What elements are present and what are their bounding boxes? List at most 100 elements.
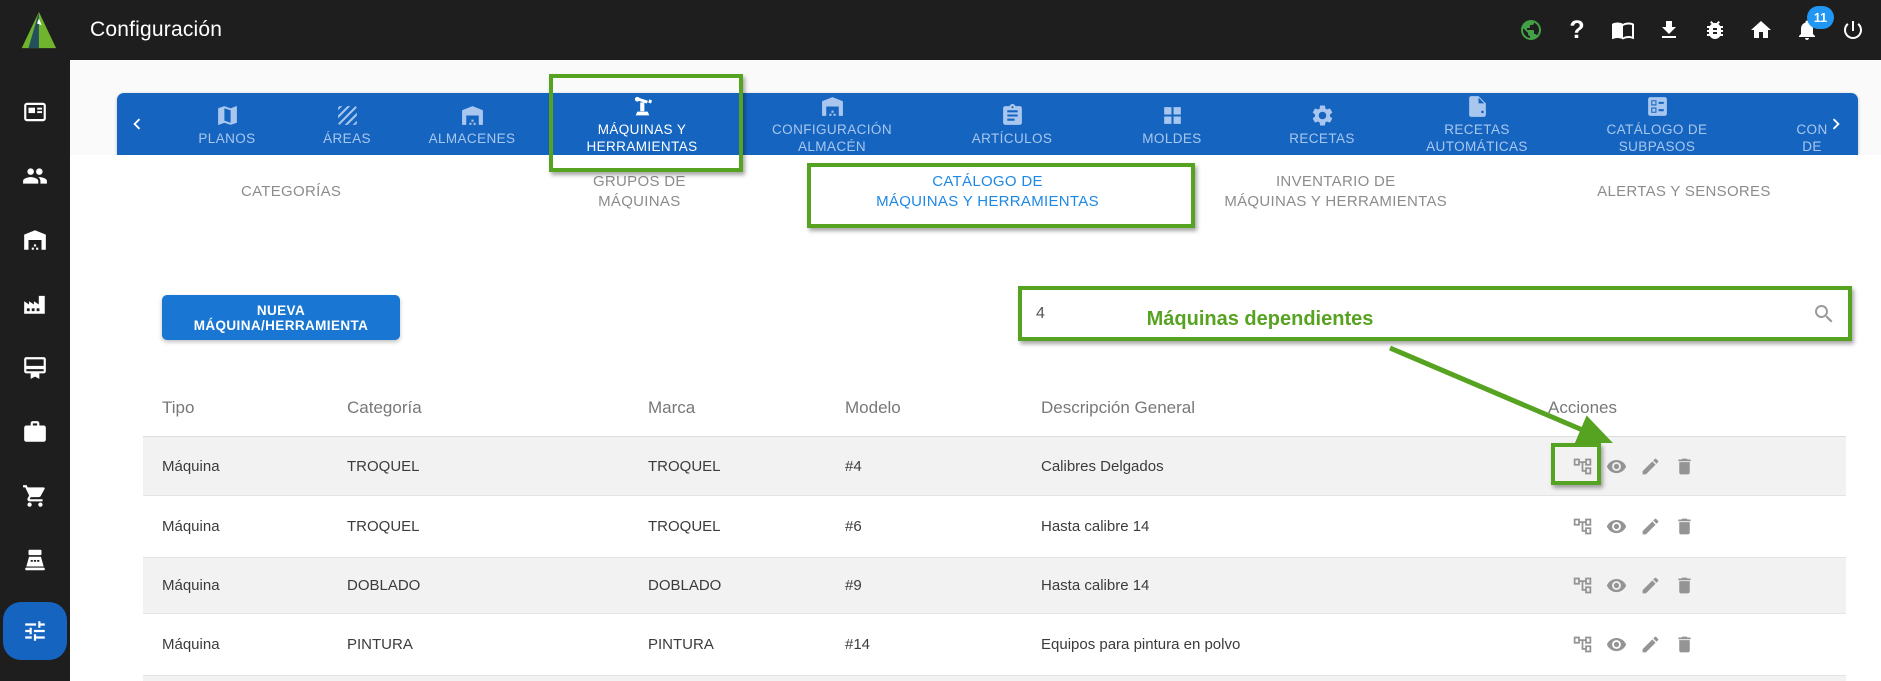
column-header-acciones: Acciones — [1548, 398, 1617, 417]
tab-recetas-automaticas[interactable]: RECETAS AUTOMÁTICAS — [1397, 93, 1557, 155]
tab-moldes[interactable]: MOLDES — [1097, 93, 1247, 155]
tune-sliders-icon — [22, 618, 48, 644]
tab-articulos[interactable]: ARTÍCULOS — [927, 93, 1097, 155]
cell-tipo: Máquina — [162, 636, 220, 653]
sidebar-item-warehouse[interactable] — [13, 218, 57, 262]
cell-marca: TROQUEL — [648, 518, 721, 535]
search-icon[interactable] — [1812, 302, 1836, 326]
tab-configuracion-almacen[interactable]: CONFIGURACIÓN ALMACÉN — [737, 93, 927, 155]
download-icon[interactable] — [1657, 18, 1681, 42]
page-title: Configuración — [90, 18, 223, 41]
ballot-list-icon — [1645, 94, 1670, 119]
cell-marca: TROQUEL — [648, 457, 721, 475]
cell-categoria: PINTURA — [347, 636, 413, 653]
clipboard-icon — [1000, 103, 1025, 128]
tabs-scroll-left[interactable] — [117, 93, 157, 155]
home-icon[interactable] — [1749, 18, 1773, 42]
table-row[interactable]: Máquina DOBLADO DOBLADO #9 Hasta calibre… — [143, 557, 1846, 613]
dependent-machines-icon[interactable] — [1572, 634, 1593, 655]
power-icon[interactable] — [1841, 18, 1865, 42]
cell-descripcion: Hasta calibre 14 — [1041, 577, 1150, 594]
help-icon[interactable]: ? — [1569, 15, 1585, 44]
grid-squares-icon — [1160, 103, 1185, 128]
dependent-machines-icon[interactable] — [1572, 456, 1593, 477]
sidebar-item-settings[interactable] — [3, 602, 67, 660]
delete-icon[interactable] — [1674, 456, 1695, 477]
cell-descripcion: Hasta calibre 14 — [1041, 518, 1150, 535]
subtab-alertas-sensores[interactable]: ALERTAS Y SENSORES — [1597, 182, 1771, 200]
delete-icon[interactable] — [1674, 575, 1695, 596]
edit-icon[interactable] — [1640, 575, 1661, 596]
row-actions — [1548, 575, 1846, 596]
edit-icon[interactable] — [1640, 634, 1661, 655]
delete-icon[interactable] — [1674, 634, 1695, 655]
tab-planos[interactable]: PLANOS — [157, 93, 297, 155]
notification-badge: 11 — [1807, 6, 1834, 29]
table-header-row: Tipo Categoría Marca Modelo Descripción … — [143, 380, 1846, 437]
tab-catalogo-subpasos[interactable]: CATÁLOGO DE SUBPASOS — [1557, 93, 1757, 155]
cell-modelo: #14 — [845, 636, 871, 653]
cell-descripcion: Equipos para pintura en polvo — [1041, 636, 1241, 653]
chevron-right-icon — [1825, 113, 1847, 135]
cell-marca: PINTURA — [648, 636, 714, 653]
sidebar-item-factory[interactable] — [13, 282, 57, 326]
document-gear-icon — [1465, 94, 1490, 119]
tabs-scroll-right[interactable] — [1816, 93, 1856, 155]
table-row[interactable]: Máquina TROQUEL TROQUEL #6 Hasta calibre… — [143, 495, 1846, 557]
sidebar-item-news[interactable] — [13, 90, 57, 134]
column-header-marca: Marca — [648, 398, 696, 417]
table-row[interactable]: Máquina PINTURA PINTURA #14 Equipos para… — [143, 613, 1846, 675]
sidebar-item-certificates[interactable] — [13, 346, 57, 390]
dependent-machines-icon[interactable] — [1572, 575, 1593, 596]
tab-almacenes[interactable]: ALMACENES — [397, 93, 547, 155]
sidebar-item-sales[interactable] — [13, 538, 57, 582]
subtab-grupos-de-maquinas[interactable]: GRUPOS DE MÁQUINAS — [592, 172, 686, 210]
language-globe-icon[interactable] — [1519, 18, 1543, 42]
column-header-descripcion: Descripción General — [1041, 398, 1196, 417]
subtab-inventario-maquinas-herramientas[interactable]: INVENTARIO DE MÁQUINAS Y HERRAMIENTAS — [1224, 172, 1448, 210]
cell-categoria: DOBLADO — [347, 577, 421, 594]
sidebar — [0, 60, 70, 681]
view-icon[interactable] — [1606, 575, 1627, 596]
machine-tool-icon — [630, 94, 655, 119]
shopping-cart-icon — [22, 483, 48, 509]
column-header-modelo: Modelo — [845, 398, 901, 417]
cash-register-icon — [22, 547, 48, 573]
manual-book-icon[interactable] — [1611, 18, 1635, 42]
subtab-categorias[interactable]: CATEGORÍAS — [240, 182, 342, 200]
cell-tipo: Máquina — [162, 457, 220, 475]
cell-categoria: TROQUEL — [347, 457, 420, 475]
factory-icon — [22, 291, 48, 317]
view-icon[interactable] — [1606, 516, 1627, 537]
certificate-icon — [22, 355, 48, 381]
table-row-partial — [143, 675, 1846, 681]
notifications-bell-icon[interactable]: 11 — [1795, 6, 1834, 42]
cell-marca: DOBLADO — [648, 577, 722, 594]
chevron-left-icon — [126, 113, 148, 135]
sidebar-item-purchases[interactable] — [13, 474, 57, 518]
new-machine-button[interactable]: NUEVA MÁQUINA/HERRAMIENTA — [162, 295, 400, 340]
warehouse-icon — [820, 94, 845, 119]
table-row[interactable]: Máquina TROQUEL TROQUEL #4 Calibres Delg… — [143, 437, 1846, 495]
tab-con-de[interactable]: CON DE — [1796, 122, 1828, 154]
cell-tipo: Máquina — [162, 577, 220, 594]
tab-recetas[interactable]: RECETAS — [1247, 93, 1397, 155]
view-icon[interactable] — [1606, 456, 1627, 477]
delete-icon[interactable] — [1674, 516, 1695, 537]
bug-report-icon[interactable] — [1703, 18, 1727, 42]
texture-icon — [335, 103, 360, 128]
sidebar-item-users[interactable] — [13, 154, 57, 198]
view-icon[interactable] — [1606, 634, 1627, 655]
cell-modelo: #9 — [845, 577, 862, 594]
sidebar-item-work[interactable] — [13, 410, 57, 454]
search-input[interactable] — [1022, 304, 1812, 323]
module-tabbar: PLANOS ÁREAS ALMACENES MÁQUINAS Y HERRAMI… — [117, 93, 1858, 155]
cell-tipo: Máquina — [162, 518, 220, 535]
column-header-categoria: Categoría — [347, 398, 422, 417]
dependent-machines-icon[interactable] — [1572, 516, 1593, 537]
edit-icon[interactable] — [1640, 516, 1661, 537]
tab-areas[interactable]: ÁREAS — [297, 93, 397, 155]
edit-icon[interactable] — [1640, 456, 1661, 477]
tab-maquinas-herramientas[interactable]: MÁQUINAS Y HERRAMIENTAS — [547, 93, 737, 155]
subtab-catalogo-maquinas-herramientas[interactable]: CATÁLOGO DE MÁQUINAS Y HERRAMIENTAS — [876, 172, 1099, 210]
